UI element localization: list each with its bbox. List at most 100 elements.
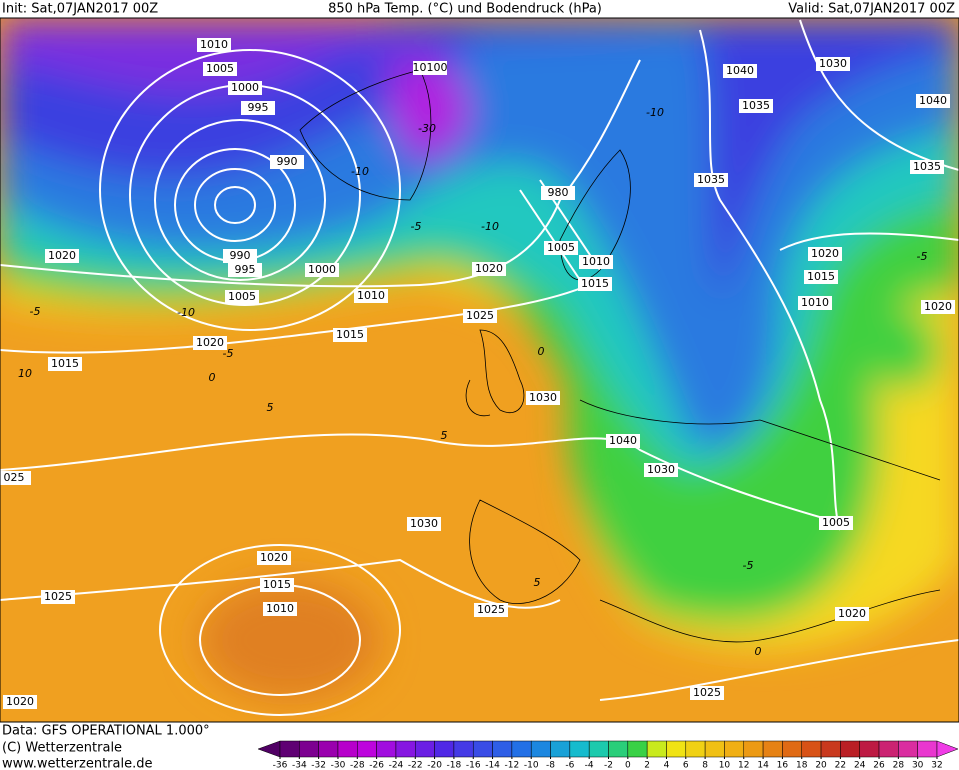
isobar-label: 025 (4, 471, 25, 484)
isobar-label-box (578, 277, 612, 291)
colorbar-tick-label: 4 (664, 761, 670, 770)
isobar-label: 1025 (477, 603, 505, 616)
temperature-label: 0 (538, 345, 545, 358)
isobar-label: 1005 (206, 62, 234, 75)
temperature-label: -5 (743, 559, 754, 572)
colorbar-bin (840, 740, 860, 758)
isobar-label: 1020 (6, 695, 34, 708)
colorbar-tick-label: 30 (912, 761, 924, 770)
temperature-label: -10 (646, 106, 664, 119)
colorbar-arrow-high (936, 740, 959, 758)
colorbar-bin (357, 740, 377, 758)
isobar-label-box (193, 336, 227, 350)
colorbar-bin (550, 740, 571, 758)
valid-time: Valid: Sat,07JAN2017 00Z (788, 2, 955, 17)
isobar-label: 1030 (529, 391, 557, 404)
isobar-label-box (579, 255, 613, 269)
colorbar-bin (279, 740, 300, 758)
temperature-label: -10 (177, 306, 195, 319)
map-frame (0, 17, 959, 723)
isobar-label: 1025 (466, 309, 494, 322)
colorbar-bin (376, 740, 397, 758)
isobar-label: 1015 (807, 270, 835, 283)
isobars (0, 19, 959, 716)
colorbar-tick-label: -2 (604, 761, 613, 770)
colorbar-bin (453, 740, 474, 758)
isobar-label: 1010 (200, 38, 228, 51)
isobar-label: 980 (548, 186, 569, 199)
temperature-label: 0 (209, 371, 216, 384)
isobar-label-box (333, 328, 367, 342)
colorbar-tick-label: -16 (466, 761, 481, 770)
temperature-label: 0 (755, 645, 762, 658)
colorbar-bin (511, 740, 532, 758)
isobar-label: 1020 (924, 300, 952, 313)
colorbar-bin (917, 740, 938, 758)
data-source: Data: GFS OPERATIONAL 1.000° (2, 724, 210, 739)
isobar-label: 1010 (582, 255, 610, 268)
colorbar-tick-label: 6 (683, 761, 689, 770)
isobar-label: 990 (230, 249, 251, 262)
colorbar-tick-label: 14 (757, 761, 769, 770)
colorbar-tick-label: -36 (273, 761, 288, 770)
isobar-label: 1025 (693, 686, 721, 699)
colorbar-bin (704, 740, 725, 758)
isobar-label-box (270, 155, 304, 169)
colorbar-tick-label: -32 (311, 761, 326, 770)
isobar-label-box (257, 551, 291, 565)
isobar-label-box (694, 173, 728, 187)
url: www.wetterzentrale.de (2, 757, 152, 770)
colorbar-tick-label: -8 (546, 761, 555, 770)
isobar-label: 1015 (263, 578, 291, 591)
colorbar-bin (820, 740, 841, 758)
colorbar-tick-label: -12 (505, 761, 520, 770)
isobar-label-box (541, 186, 575, 200)
map-title: 850 hPa Temp. (°C) und Bodendruck (hPa) (328, 2, 602, 17)
isobar-label-box (804, 270, 838, 284)
temperature-label: -5 (30, 305, 41, 318)
colorbar-bin (724, 740, 745, 758)
isobar-label: 1020 (811, 247, 839, 260)
isobar-label-box (197, 38, 231, 52)
colorbar-bin (762, 740, 783, 758)
isobar-label-box (916, 94, 950, 108)
temperature-label: 5 (267, 401, 274, 414)
isobar-label: 1015 (581, 277, 609, 290)
colorbar-tick-label: 0 (625, 761, 631, 770)
isobar-label-box (739, 99, 773, 113)
isobar-label: 1020 (48, 249, 76, 262)
colorbar-bin (569, 740, 590, 758)
isobar-label: 1030 (647, 463, 675, 476)
isobar-label-box (474, 603, 508, 617)
colorbar-bin (685, 740, 706, 758)
isobar-label: 1040 (726, 64, 754, 77)
isobar-label-box (606, 434, 640, 448)
isobar-label-box (910, 160, 944, 174)
colorbar-bin (898, 740, 918, 758)
isobar-label-box (407, 517, 441, 531)
colorbar-bin (434, 740, 455, 758)
colorbar-bin (646, 740, 667, 758)
colorbar-tick-label: -22 (408, 761, 423, 770)
colorbar-bin (859, 740, 880, 758)
isobar-label: 1005 (822, 516, 850, 529)
colorbar-bin (878, 740, 899, 758)
isobar-label-box (544, 241, 578, 255)
colorbar-tick-label: -18 (447, 761, 462, 770)
copyright: (C) Wetterzentrale (2, 741, 122, 756)
colorbar-tick-label: -30 (331, 761, 346, 770)
isobar-label: 1000 (308, 263, 336, 276)
isobar-label: 995 (235, 263, 256, 276)
isobar-label: 1015 (336, 328, 364, 341)
colorbar-tick-label: -4 (585, 761, 594, 770)
temperature-label: -5 (411, 220, 422, 233)
colorbar-bin (318, 740, 339, 758)
coastlines (299, 69, 941, 643)
isobar-label: 1035 (913, 160, 941, 173)
colorbar-tick-label: 2 (644, 761, 650, 770)
isobar-label-box (0, 471, 31, 485)
isobar-label-box (228, 81, 262, 95)
